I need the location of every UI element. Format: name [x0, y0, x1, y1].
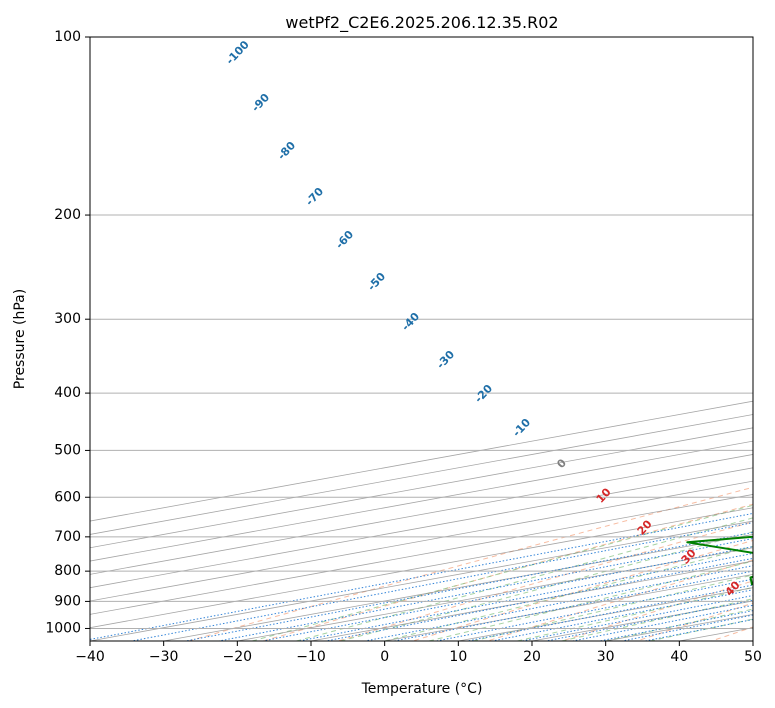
x-axis-ticks: −40 −30 −20 −10 0 10 20 30 40 50 [75, 641, 762, 665]
moist-adiabat-line [340, 531, 753, 641]
mixing-ratio-line [131, 522, 753, 641]
x-tick-label: −40 [75, 649, 105, 665]
x-tick-label: −30 [149, 649, 179, 665]
isotherm-line [90, 454, 753, 575]
dry-adiabat-line [562, 580, 753, 641]
mixing-ratio-line [299, 552, 753, 641]
isotherm-line [90, 507, 753, 629]
mixing-ratio-line [394, 570, 753, 641]
y-tick-label: 900 [54, 593, 81, 609]
x-tick-label: 20 [523, 649, 541, 665]
pressure-gridlines [90, 37, 753, 629]
dry-adiabat-line [487, 559, 753, 641]
y-tick-label: 400 [54, 385, 81, 401]
isotherm-line [90, 440, 753, 562]
moist-adiabat-line [384, 545, 753, 641]
x-tick-label: −10 [296, 649, 326, 665]
y-tick-label: 300 [54, 311, 81, 327]
x-axis-label: Temperature (°C) [361, 681, 483, 697]
mixing-ratio-line [599, 610, 753, 641]
mixing-ratio-line [262, 546, 753, 641]
plot-frame [89, 36, 754, 642]
moist-adiabat-line [517, 586, 753, 641]
y-tick-label: 600 [54, 489, 81, 505]
y-tick-label: 800 [54, 563, 81, 579]
x-tick-label: 0 [380, 649, 389, 665]
isotherm-line [90, 467, 753, 589]
x-tick-label: −20 [223, 649, 253, 665]
y-axis-ticks: 100 200 300 400 500 600 700 800 900 1000 [45, 29, 90, 636]
y-tick-label: 500 [54, 442, 81, 458]
y-tick-label: 700 [54, 529, 81, 545]
isotherm-line [90, 427, 753, 549]
isotherm-line [90, 520, 753, 641]
dry-adiabat-line [188, 486, 753, 641]
background-lines [90, 400, 753, 641]
y-axis-label: Pressure (hPa) [12, 289, 28, 389]
x-tick-label: 10 [449, 649, 467, 665]
isotherm-line [90, 480, 753, 602]
mixing-ratio-line [546, 599, 753, 641]
isotherm-line [90, 494, 753, 615]
y-tick-label: 200 [54, 207, 81, 223]
y-tick-label: 1000 [45, 620, 81, 636]
dry-adiabat-line [338, 521, 753, 641]
x-tick-label: 30 [597, 649, 615, 665]
moist-adiabat-line [472, 574, 753, 641]
mixing-ratio-line [185, 531, 753, 641]
chart-title: wetPf2_C2E6.2025.206.12.35.R02 [285, 13, 558, 33]
x-tick-label: 40 [670, 649, 688, 665]
x-tick-label: 50 [744, 649, 762, 665]
y-tick-label: 100 [54, 29, 81, 45]
moist-adiabat-line [296, 517, 753, 641]
